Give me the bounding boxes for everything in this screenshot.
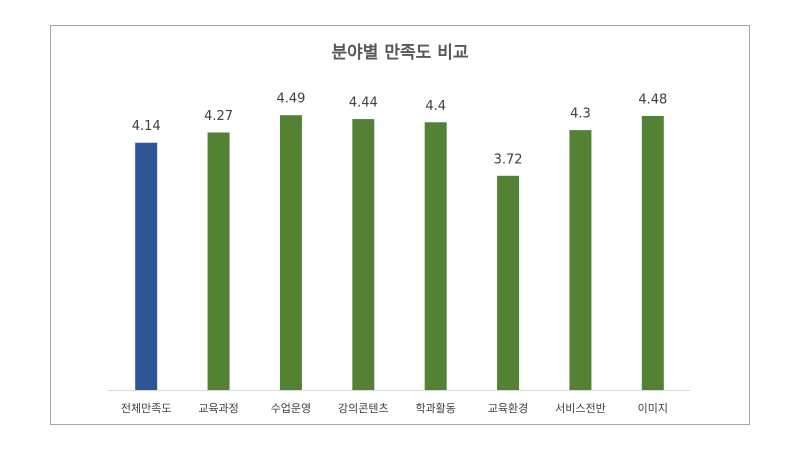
x-tick-label: 교육과정: [198, 402, 238, 415]
x-tick-label: 전체만족도: [121, 402, 172, 415]
x-tick-label: 교육환경: [488, 402, 528, 415]
bar: [207, 132, 230, 391]
chart-title: 분야별 만족도 비교: [332, 43, 469, 63]
x-tick-label: 이미지: [638, 402, 668, 415]
value-label: 4.4: [425, 99, 446, 114]
bar: [424, 122, 447, 390]
bar: [569, 130, 592, 390]
bar: [279, 115, 302, 390]
x-tick-label: 학과활동: [415, 401, 455, 415]
value-label: 4.3: [570, 107, 591, 122]
value-label: 4.44: [349, 96, 378, 111]
bar: [352, 119, 375, 390]
value-label: 4.14: [132, 119, 161, 134]
value-label: 4.49: [276, 92, 305, 107]
chart-frame: [50, 25, 750, 425]
value-label: 4.48: [638, 92, 667, 107]
x-tick-label: 수업운영: [271, 402, 311, 415]
bar: [135, 142, 158, 390]
value-label: 4.27: [204, 109, 233, 124]
bar: [641, 115, 664, 390]
bar: [497, 175, 520, 390]
x-tick-label: 강의콘텐츠: [338, 402, 389, 415]
value-label: 3.72: [494, 152, 523, 167]
x-tick-label: 서비스전반: [555, 402, 606, 415]
